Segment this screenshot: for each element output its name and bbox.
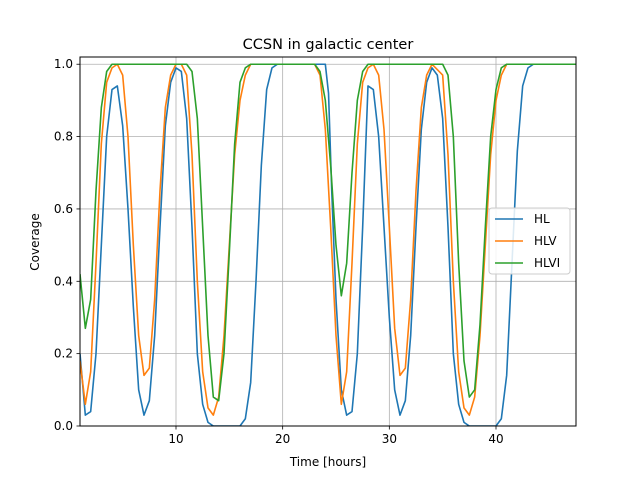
legend: HL HLV HLVI <box>488 207 571 275</box>
series-line-hlvi <box>80 63 576 402</box>
legend-label-hl: HL <box>534 212 550 226</box>
series-line-hlv <box>80 63 576 416</box>
plot-frame <box>79 56 577 427</box>
y-tick-label: 0.6 <box>54 202 73 216</box>
legend-label-hlvi: HLVI <box>534 256 560 270</box>
y-tick-label: 0.0 <box>54 419 73 433</box>
legend-box <box>488 207 571 275</box>
legend-label-hlv: HLV <box>534 234 557 248</box>
axis-ticks: 10 20 30 40 0.0 0.2 0.4 0.6 0.8 1.0 <box>54 57 504 446</box>
y-tick-label: 1.0 <box>54 57 73 71</box>
x-tick-label: 20 <box>275 432 290 446</box>
y-axis-title: Coverage <box>28 213 42 271</box>
x-tick-label: 10 <box>168 432 183 446</box>
chart-title: CCSN in galactic center <box>243 37 414 53</box>
y-tick-label: 0.2 <box>54 347 73 361</box>
y-tick-label: 0.4 <box>54 274 73 288</box>
y-tick-label: 0.8 <box>54 130 73 144</box>
x-tick-label: 40 <box>488 432 503 446</box>
series-line-hl <box>80 63 576 426</box>
x-axis-title: Time [hours] <box>289 455 366 469</box>
x-tick-label: 30 <box>382 432 397 446</box>
series-lines <box>80 63 576 426</box>
